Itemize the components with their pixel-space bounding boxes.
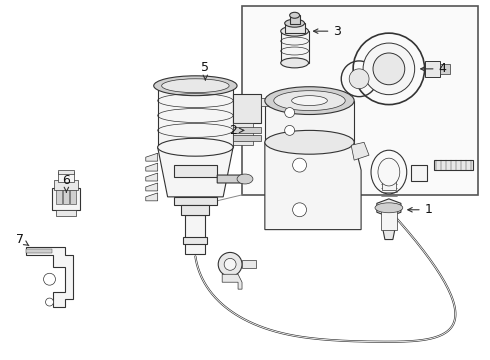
Bar: [242, 260, 256, 268]
Text: 1: 1: [408, 203, 433, 216]
Polygon shape: [351, 142, 369, 160]
Polygon shape: [25, 249, 51, 253]
Ellipse shape: [237, 174, 253, 184]
Ellipse shape: [274, 91, 345, 111]
Bar: [265, 100, 354, 142]
Polygon shape: [222, 274, 242, 289]
Bar: [185, 215, 205, 255]
Text: 2: 2: [229, 124, 244, 137]
Polygon shape: [146, 163, 158, 171]
Bar: [56, 190, 62, 204]
Bar: [58, 172, 74, 182]
Text: 4: 4: [421, 62, 446, 75]
Ellipse shape: [265, 87, 354, 114]
Bar: [381, 208, 397, 230]
Text: 6: 6: [62, 174, 71, 192]
Circle shape: [293, 203, 307, 217]
Polygon shape: [425, 61, 441, 77]
Bar: [173, 165, 217, 177]
Text: 5: 5: [201, 61, 209, 80]
Bar: [56, 210, 76, 216]
Bar: [434, 160, 473, 170]
Bar: [54, 180, 78, 190]
Polygon shape: [146, 173, 158, 181]
Ellipse shape: [375, 203, 403, 213]
Bar: [181, 205, 209, 215]
Bar: [233, 135, 261, 141]
Circle shape: [363, 43, 415, 95]
Ellipse shape: [378, 158, 400, 186]
Polygon shape: [146, 183, 158, 191]
Text: 3: 3: [314, 24, 341, 38]
Text: 7: 7: [16, 233, 29, 246]
Bar: [63, 190, 70, 204]
Circle shape: [285, 108, 294, 117]
Ellipse shape: [158, 138, 233, 156]
Polygon shape: [158, 147, 233, 197]
Circle shape: [218, 252, 242, 276]
Ellipse shape: [281, 58, 309, 68]
Polygon shape: [146, 153, 158, 161]
Polygon shape: [265, 142, 361, 230]
Polygon shape: [217, 175, 247, 183]
Bar: [382, 170, 396, 190]
Bar: [233, 127, 261, 133]
Bar: [285, 23, 305, 33]
Circle shape: [224, 258, 236, 270]
Bar: [411, 165, 427, 181]
Ellipse shape: [265, 130, 354, 154]
Bar: [233, 94, 261, 123]
Bar: [441, 64, 450, 74]
Ellipse shape: [281, 26, 309, 36]
Ellipse shape: [154, 76, 237, 96]
Polygon shape: [25, 247, 74, 307]
Bar: [183, 237, 207, 244]
Circle shape: [293, 158, 307, 172]
Bar: [384, 166, 394, 172]
Circle shape: [373, 53, 405, 85]
Bar: [71, 190, 76, 204]
Circle shape: [44, 273, 55, 285]
Bar: [290, 15, 299, 24]
Bar: [233, 123, 253, 145]
Bar: [158, 86, 233, 147]
Bar: [173, 197, 217, 205]
Bar: [52, 188, 80, 210]
Ellipse shape: [285, 19, 305, 27]
Ellipse shape: [292, 96, 327, 105]
Bar: [242, 6, 478, 195]
Bar: [58, 170, 74, 174]
Circle shape: [285, 125, 294, 135]
Ellipse shape: [162, 79, 229, 93]
Polygon shape: [377, 199, 401, 217]
Circle shape: [349, 69, 369, 89]
Bar: [261, 98, 269, 105]
Polygon shape: [269, 100, 285, 107]
Polygon shape: [383, 230, 395, 239]
Bar: [281, 31, 309, 63]
Bar: [166, 147, 225, 165]
Ellipse shape: [290, 12, 299, 18]
Polygon shape: [146, 193, 158, 201]
Circle shape: [46, 298, 53, 306]
